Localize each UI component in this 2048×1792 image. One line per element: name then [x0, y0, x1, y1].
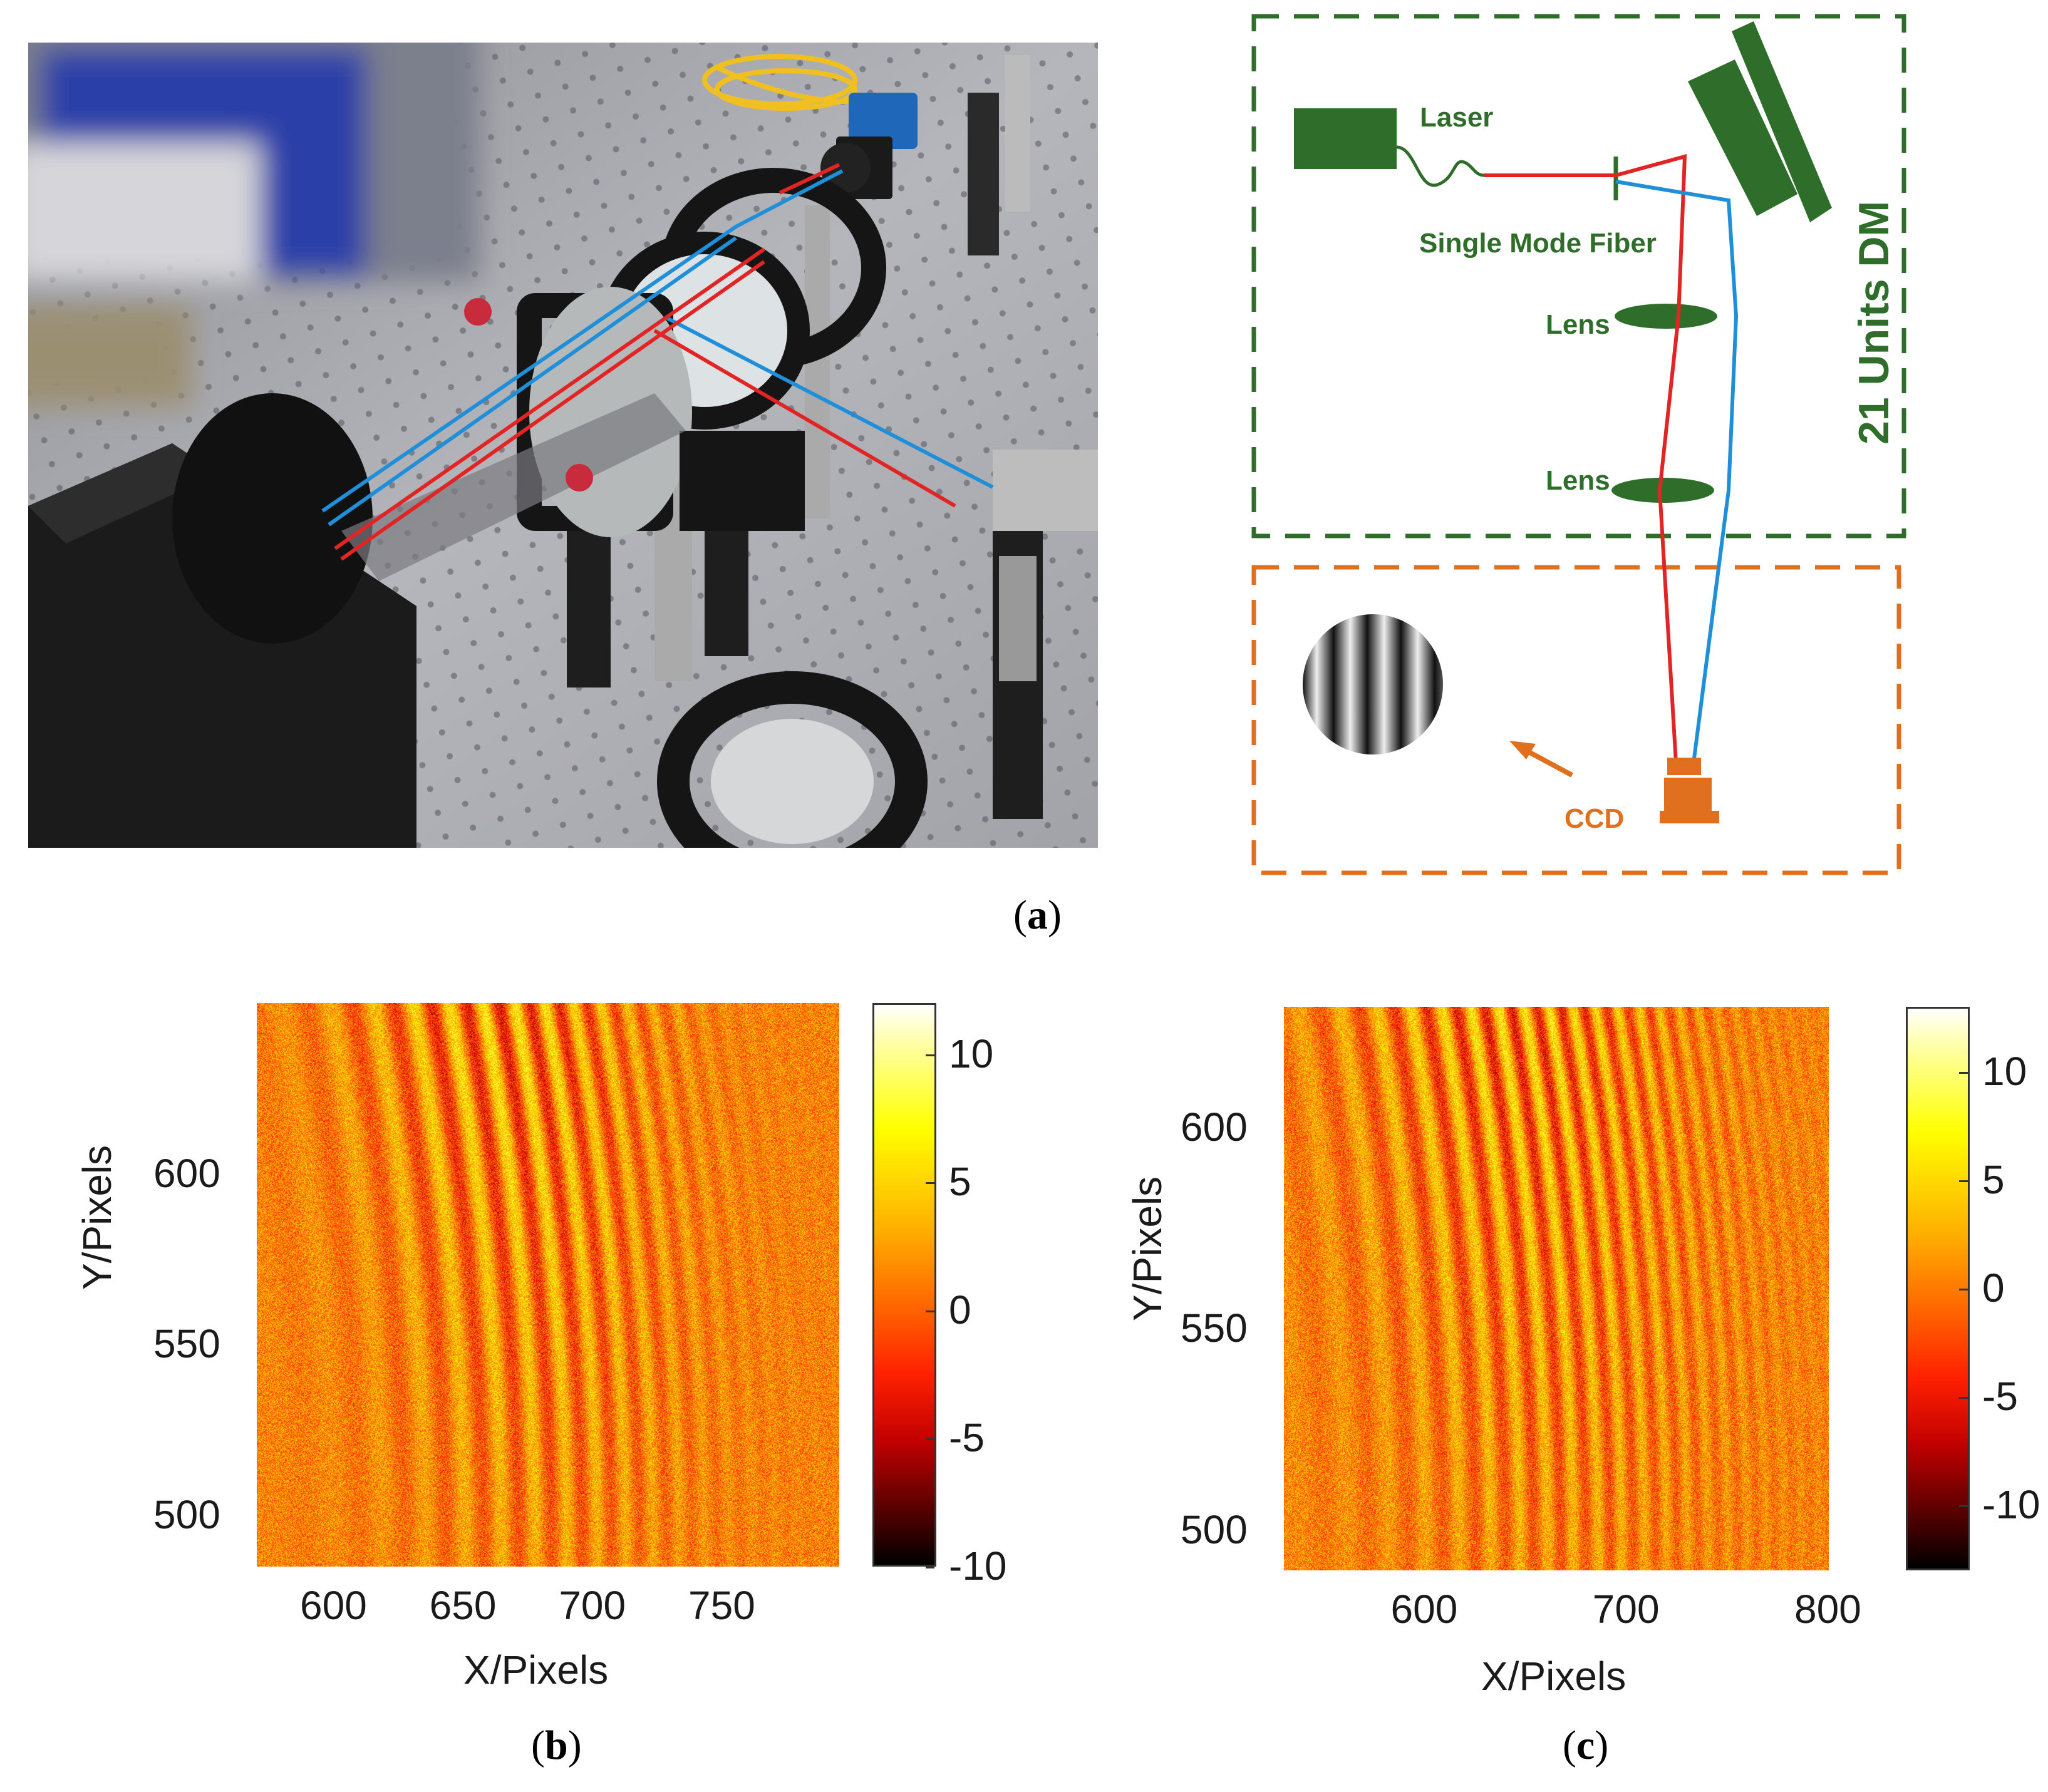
panel-label-c: (c)	[1563, 1722, 1609, 1768]
y-tick-label: 550	[1181, 1305, 1248, 1351]
y-tick-label: 550	[153, 1321, 220, 1367]
laser-block	[1294, 108, 1397, 169]
dm-label: 21 Units DM	[1850, 201, 1898, 445]
x-tick-label: 800	[1794, 1587, 1861, 1632]
setup-photo	[28, 43, 1098, 848]
x-tick-label: 750	[688, 1583, 755, 1628]
y-tick-label: 600	[1181, 1104, 1248, 1150]
optical-setup-photo-illustration	[28, 43, 1098, 848]
lens-1-label: Lens	[1546, 309, 1610, 340]
y-tick-label: 500	[153, 1492, 220, 1538]
colorbar-tick-mark	[926, 1567, 934, 1568]
ccd-label: CCD	[1564, 803, 1624, 834]
colorbar-tick-mark	[1959, 1505, 1968, 1508]
x-axis-label-c: X/Pixels	[1481, 1654, 1627, 1699]
optical-schematic: Laser Single Mode Fiber Lens Lens 21 Uni…	[1251, 14, 1906, 875]
y-axis-label-b: Y/Pixels	[75, 1145, 120, 1290]
fiber-squiggle	[1396, 145, 1485, 187]
x-tick-label: 600	[300, 1583, 367, 1628]
dm-system-box	[1251, 14, 1906, 538]
x-tick-label: 650	[429, 1583, 497, 1628]
laser-label: Laser	[1420, 102, 1493, 133]
colorbar-tick-label: 5	[949, 1159, 971, 1205]
ccd-system-box	[1251, 565, 1901, 875]
colorbar-tick-label: 10	[949, 1031, 994, 1076]
lens-1	[1615, 304, 1717, 329]
red-beam	[1484, 154, 1687, 805]
colorbar-tick-mark	[926, 1310, 934, 1312]
lens-2-label: Lens	[1546, 465, 1610, 496]
heatmap-b	[257, 1003, 839, 1567]
blue-beam	[1615, 180, 1739, 783]
colorbar-tick-label: -10	[949, 1543, 1007, 1589]
colorbar-tick-label: 0	[949, 1287, 971, 1332]
y-axis-label-c: Y/Pixels	[1125, 1176, 1170, 1321]
fringe-pattern-circle	[1303, 614, 1443, 754]
y-tick-label: 500	[1181, 1506, 1248, 1552]
deformable-mirror-back	[1732, 21, 1832, 222]
deformable-mirror	[1688, 59, 1797, 216]
colorbar-tick-label: -5	[949, 1415, 985, 1461]
ccd-base	[1662, 775, 1714, 818]
x-tick-label: 600	[1390, 1587, 1458, 1632]
colorbar-b	[872, 1003, 936, 1567]
colorbar-tick-label: 10	[1982, 1048, 2027, 1094]
x-tick-label: 700	[1592, 1587, 1660, 1632]
heatmap-c	[1284, 1007, 1829, 1570]
colorbar-tick-label: -10	[1982, 1482, 2040, 1528]
colorbar-tick-mark	[1959, 1397, 1968, 1399]
colorbar-tick-mark	[1959, 1289, 1968, 1290]
x-tick-label: 700	[559, 1583, 626, 1628]
colorbar-tick-label: 0	[1982, 1265, 2005, 1311]
colorbar-tick-label: 5	[1982, 1156, 2005, 1202]
colorbar-tick-mark	[926, 1182, 934, 1185]
panel-label-b: (b)	[531, 1722, 582, 1768]
x-axis-label-b: X/Pixels	[463, 1647, 609, 1692]
y-tick-label: 600	[153, 1150, 220, 1196]
fiber-label: Single Mode Fiber	[1419, 228, 1657, 259]
lens-2	[1611, 478, 1714, 503]
colorbar-tick-mark	[1959, 1180, 1968, 1182]
panel-label-a: (a)	[1013, 892, 1062, 938]
colorbar-tick-label: -5	[1982, 1374, 2018, 1419]
colorbar-tick-mark	[926, 1438, 934, 1441]
colorbar-tick-mark	[1959, 1071, 1968, 1074]
colorbar-tick-mark	[926, 1054, 934, 1056]
